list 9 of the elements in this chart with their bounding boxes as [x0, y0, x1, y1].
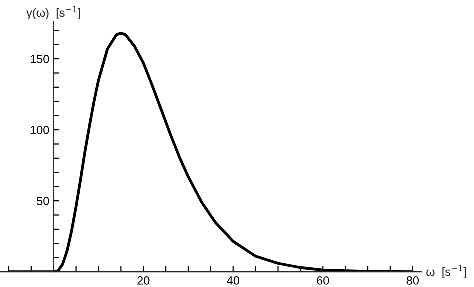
- y-tick-label: 150: [30, 55, 50, 64]
- x-tick-label: 40: [227, 276, 240, 285]
- x-tick-label: 60: [317, 276, 330, 285]
- x-axis-title: ω [s$^{−1}$]: [426, 266, 466, 279]
- x-tick-label: 80: [406, 276, 419, 285]
- y-axis-title: γ(ω) [s$^{−1}$]: [26, 6, 80, 20]
- x-tick-label: 20: [138, 276, 150, 285]
- y-tick-label: 50: [37, 197, 50, 206]
- y-tick-label: 100: [30, 126, 50, 134]
